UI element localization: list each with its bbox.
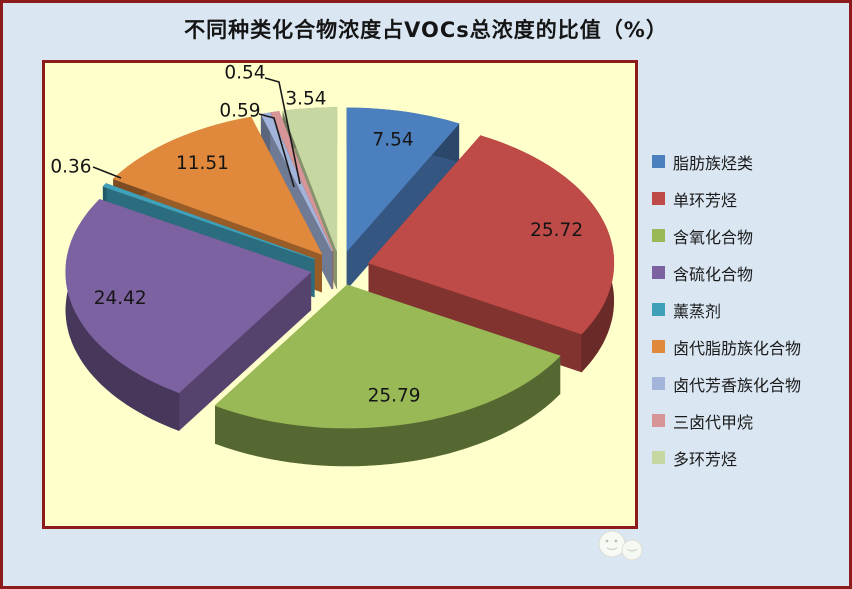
- legend-item: 多环芳烃: [652, 446, 848, 469]
- data-label: 25.79: [368, 386, 421, 407]
- data-label: 0.36: [50, 157, 91, 178]
- legend-swatch-icon: [652, 155, 665, 168]
- legend-item: 含硫化合物: [652, 261, 848, 284]
- legend-swatch-icon: [652, 192, 665, 205]
- slice-top-face: [282, 107, 338, 251]
- slice-top-face: [368, 135, 615, 335]
- legend-swatch-icon: [652, 340, 665, 353]
- legend-label: 卤代脂肪族化合物: [673, 338, 802, 358]
- slice-top-face: [102, 183, 315, 260]
- legend-swatch-icon: [652, 451, 665, 464]
- data-label: 0.59: [219, 101, 260, 122]
- chart-title: 不同种类化合物浓度占VOCs总浓度的比值（%）: [184, 18, 668, 42]
- legend-item: 薰蒸剂: [652, 298, 848, 321]
- data-label: 0.54: [224, 63, 265, 84]
- legend-swatch-icon: [652, 377, 665, 390]
- data-label: 7.54: [372, 129, 413, 150]
- legend-label: 三卤代甲烷: [673, 412, 754, 432]
- legend-item: 卤代芳香族化合物: [652, 372, 848, 395]
- legend-label: 含氧化合物: [673, 227, 754, 247]
- legend-label: 含硫化合物: [673, 264, 754, 284]
- legend-item: 三卤代甲烷: [652, 409, 848, 432]
- pie-slice-1: [346, 107, 460, 290]
- label-leader-line: [264, 77, 301, 185]
- legend-item: 脂肪族烃类: [652, 150, 848, 173]
- slice-top-face: [112, 116, 323, 255]
- legend-label: 脂肪族烃类: [673, 153, 754, 173]
- pie-slice-4: [65, 198, 312, 432]
- pie-slice-3: [214, 284, 561, 467]
- legend-label: 卤代芳香族化合物: [673, 375, 802, 395]
- legend-swatch-icon: [652, 266, 665, 279]
- pie-slice-2: [368, 135, 615, 373]
- label-leader-line: [92, 166, 122, 179]
- slice-top-face: [65, 199, 312, 394]
- slice-top-face: [346, 107, 460, 253]
- legend-swatch-icon: [652, 229, 665, 242]
- data-label: 11.51: [176, 153, 229, 174]
- legend-label: 多环芳烃: [673, 449, 738, 469]
- legend-label: 薰蒸剂: [673, 301, 722, 321]
- label-leader-line: [258, 113, 295, 188]
- legend-item: 卤代脂肪族化合物: [652, 335, 848, 358]
- legend: 脂肪族烃类单环芳烃含氧化合物含硫化合物薰蒸剂卤代脂肪族化合物 卤代芳香族化合物 三卤…: [652, 150, 848, 469]
- legend-item: 含氧化合物: [652, 224, 848, 247]
- data-label: 24.42: [94, 288, 147, 309]
- legend-swatch-icon: [652, 414, 665, 427]
- legend-label: 单环芳烃: [673, 190, 738, 210]
- slice-top-face: [214, 284, 561, 429]
- legend-item: 单环芳烃: [652, 187, 848, 210]
- slice-top-face: [270, 111, 334, 252]
- data-label: 3.54: [285, 89, 326, 110]
- legend-swatch-icon: [652, 303, 665, 316]
- data-labels: 7.54 25.72 25.79 24.42 0.36 11.51 0.59 0.54 3.54: [50, 63, 583, 407]
- slice-top-face: [260, 112, 333, 252]
- data-label: 25.72: [530, 220, 583, 241]
